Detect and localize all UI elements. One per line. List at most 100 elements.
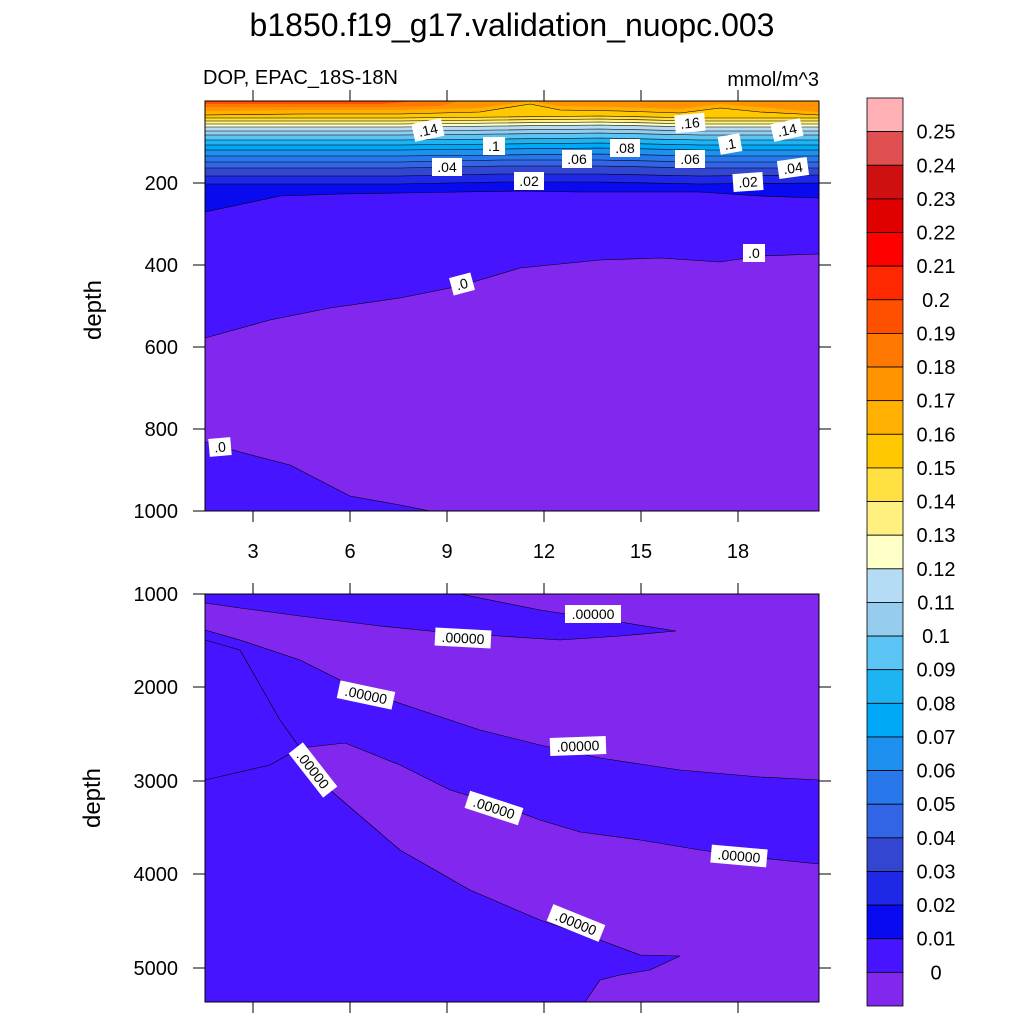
colorbar-swatch: [866, 837, 904, 872]
colorbar-swatch: [866, 702, 904, 738]
colorbar-swatch: [866, 366, 904, 402]
upper-axis-ticks: [193, 90, 831, 522]
chart-subtitle: DOP, EPAC_18S-18N: [203, 67, 398, 89]
upper-contour-fill: [205, 101, 819, 511]
lower-contour-fill: [205, 594, 819, 1002]
x-tick-label: 6: [344, 541, 355, 563]
colorbar-swatch: [866, 131, 904, 166]
fill-zero-main: [205, 254, 819, 511]
colorbar-swatch: [866, 669, 904, 704]
colorbar-swatch: [866, 635, 904, 671]
contour-label: .0: [449, 272, 475, 296]
colorbar-swatch: [866, 534, 904, 570]
upper-y-axis-label: depth: [80, 280, 107, 340]
fill-0-20: [205, 101, 420, 104]
svg-text:.06: .06: [567, 151, 587, 167]
x-tick-label: 12: [533, 541, 555, 563]
colorbar-label: 0.13: [917, 525, 956, 547]
y-tick-label: 200: [145, 173, 178, 195]
colorbar-swatch: [866, 971, 904, 1007]
y-tick-label: 3000: [134, 771, 179, 793]
colorbar-label: 0.03: [917, 861, 956, 883]
colorbar-label: 0.11: [917, 592, 954, 614]
y-tick-label: 4000: [134, 864, 179, 886]
lower-y-tick-labels: 1000 2000 3000 4000 5000: [134, 584, 179, 980]
contour-label: .00000: [565, 605, 621, 623]
colorbar-label: 0.15: [917, 458, 956, 480]
upper-contour-labels: .14 .1 .04 .06 .08 .16 .06 .1 .14 .04 .0…: [208, 112, 810, 457]
contour-label: .04: [776, 156, 810, 180]
x-tick-label: 9: [441, 541, 452, 563]
svg-text:.04: .04: [782, 159, 804, 178]
colorbar-label: 0.12: [917, 559, 956, 581]
colorbar-swatch: [866, 803, 904, 839]
colorbar-label: 0.1: [922, 626, 950, 648]
y-tick-label: 1000: [134, 501, 179, 523]
svg-text:.00000: .00000: [556, 737, 600, 754]
x-tick-label: 18: [727, 541, 749, 563]
colorbar-label: 0.2: [922, 290, 950, 312]
units-label: mmol/m^3: [727, 69, 819, 91]
svg-text:.00000: .00000: [441, 629, 485, 647]
colorbar-label: 0: [930, 962, 941, 984]
x-tick-label: 3: [247, 541, 258, 563]
svg-text:.1: .1: [723, 135, 737, 153]
contour-label: .02: [732, 171, 764, 193]
upper-x-tick-labels: 3 6 9 12 15 18: [247, 541, 749, 563]
contour-label: .14: [411, 118, 445, 142]
upper-plot-frame: [204, 100, 820, 512]
contour-label: .1: [717, 133, 743, 155]
svg-text:.08: .08: [615, 140, 635, 156]
colorbar-label: 0.21: [917, 256, 956, 278]
fill-band-1: [205, 594, 676, 640]
fill-band-3: [205, 640, 680, 1002]
y-tick-label: 800: [145, 419, 178, 441]
svg-text:.02: .02: [519, 173, 539, 189]
contour-label: .00000: [549, 736, 607, 756]
contour-label: .00000: [710, 844, 768, 868]
contour-label: .02: [514, 172, 544, 190]
colorbar-label: 0.01: [917, 929, 956, 951]
colorbar-swatch: [866, 602, 904, 637]
contour-label: .06: [675, 150, 705, 168]
lower-panel: .00000 .00000 .00000 .00000 .00000 .0000…: [79, 583, 831, 1013]
svg-text:.16: .16: [680, 114, 701, 132]
colorbar-label: 0.24: [917, 155, 956, 177]
svg-text:.04: .04: [437, 159, 457, 175]
colorbar-swatch: [866, 770, 904, 805]
colorbar-label: 0.22: [917, 223, 956, 245]
colorbar-label: 0.08: [917, 693, 956, 715]
colorbar-swatch: [866, 467, 904, 502]
contour-label: .16: [674, 112, 706, 134]
colorbar: 0.25 0.24 0.23 0.22 0.21 0.2 0.19 0.18 0.17 0.16 0…: [866, 97, 956, 1007]
lower-axis-ticks: [193, 583, 831, 1013]
colorbar-swatch: [866, 568, 904, 603]
contour-label: .1: [483, 137, 505, 155]
colorbar-label: 0.23: [917, 189, 956, 211]
y-tick-label: 2000: [134, 677, 179, 699]
y-tick-label: 600: [145, 337, 178, 359]
colorbar-swatch: [866, 501, 904, 536]
svg-text:.00000: .00000: [717, 846, 761, 866]
colorbar-swatch: [866, 265, 904, 301]
colorbar-swatch: [866, 871, 904, 906]
colorbar-swatch: [866, 938, 904, 973]
colorbar-swatch: [866, 400, 904, 435]
colorbar-label: 0.17: [917, 391, 956, 413]
colorbar-label: 0.02: [917, 895, 956, 917]
svg-text:.00000: .00000: [572, 606, 615, 622]
colorbar-swatch: [866, 904, 904, 940]
colorbar-label: 0.19: [917, 323, 956, 345]
colorbar-swatch: [866, 433, 904, 469]
colorbar-swatch: [866, 736, 904, 771]
colorbar-label: 0.18: [917, 357, 956, 379]
svg-text:.14: .14: [417, 120, 440, 140]
colorbar-swatch: [866, 333, 904, 368]
lower-plot-frame: [204, 593, 820, 1003]
colorbar-swatch: [866, 164, 904, 200]
colorbar-label: 0.16: [917, 424, 956, 446]
contour-label: .14: [770, 118, 804, 142]
contour-label: .08: [610, 139, 640, 157]
svg-text:.0: .0: [454, 275, 470, 294]
